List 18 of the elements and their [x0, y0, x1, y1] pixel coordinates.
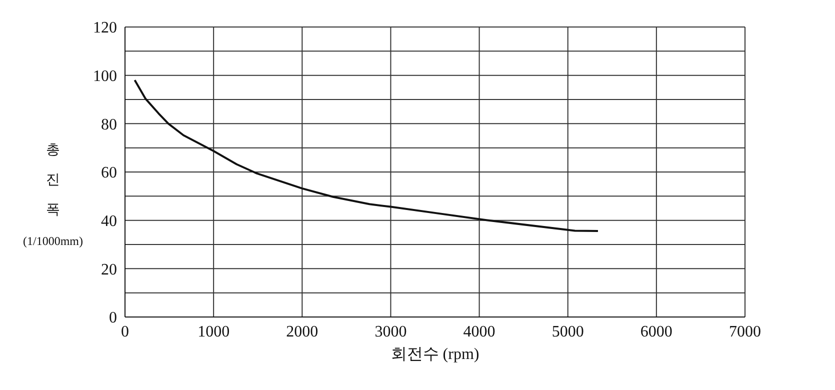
y-tick-label: 20: [101, 261, 117, 278]
y-tick-label: 100: [93, 68, 117, 86]
x-tick-label: 6000: [640, 323, 672, 340]
x-axis-title: 회전수 (rpm): [390, 345, 480, 365]
y-tick-label: 120: [93, 20, 117, 37]
y-tick-label: 80: [101, 116, 117, 134]
y-tick-label: 40: [101, 213, 117, 230]
x-tick-label: 1000: [198, 323, 230, 340]
y-tick-label: 60: [101, 164, 117, 182]
x-tick-label: 5000: [552, 323, 584, 340]
x-tick-label: 2000: [286, 323, 318, 340]
y-tick-label: 0: [109, 310, 117, 327]
x-tick-label: 4000: [463, 323, 496, 340]
x-tick-label: 0: [121, 323, 129, 340]
y-axis-title: 총 진 폭 (1/1000mm): [22, 142, 84, 250]
x-tick-label: 7000: [729, 323, 761, 340]
line-series: [134, 79, 599, 232]
x-tick-label: 3000: [374, 323, 407, 340]
